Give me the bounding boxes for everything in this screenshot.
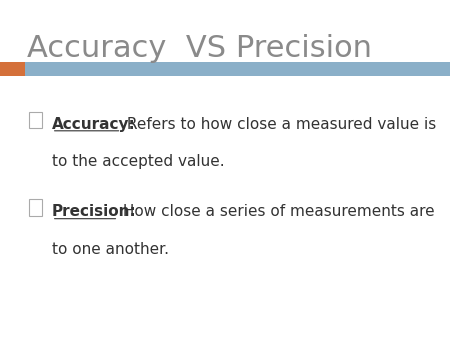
Text: Accuracy  VS Precision: Accuracy VS Precision (27, 34, 372, 63)
Bar (0, 62, 25, 76)
Text: How close a series of measurements are: How close a series of measurements are (118, 204, 435, 219)
Text: to one another.: to one another. (52, 242, 169, 257)
Text: to the accepted value.: to the accepted value. (52, 154, 225, 169)
Text: Accuracy:: Accuracy: (52, 117, 135, 131)
Bar (29, 199, 42, 216)
Bar (25, 62, 450, 76)
Text: Refers to how close a measured value is: Refers to how close a measured value is (122, 117, 436, 131)
Text: Precision:: Precision: (52, 204, 136, 219)
Bar (29, 112, 42, 128)
